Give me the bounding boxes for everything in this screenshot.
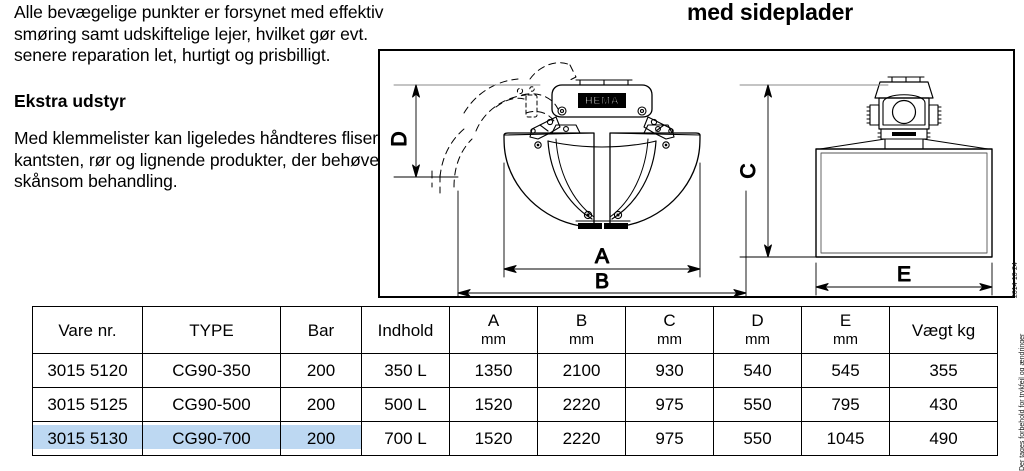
page-title: med sideplader: [687, 0, 853, 25]
column-header-label: C: [663, 311, 676, 330]
column-header-label: D: [751, 311, 764, 330]
column-header-a: A mm: [449, 306, 538, 354]
table-header-row: Vare nr. TYPE Bar Indhold A mm B mm C mm: [32, 306, 998, 354]
cell-a: 1520: [449, 421, 538, 456]
technical-drawing: HEMA: [387, 62, 993, 296]
column-header-unit: mm: [569, 331, 594, 348]
dimension-label-d: D: [388, 131, 411, 146]
cell-e: 1045: [801, 421, 890, 456]
cell-e: 795: [801, 387, 890, 422]
cell-bar: 200: [280, 421, 362, 456]
cell-a: 1350: [449, 353, 538, 388]
dimension-label-a: A: [595, 245, 609, 268]
cell-d: 550: [713, 421, 802, 456]
column-header-label: TYPE: [189, 320, 234, 340]
column-header-unit: mm: [481, 331, 506, 348]
cell-c: 975: [625, 421, 714, 456]
cell-indhold: 500 L: [361, 387, 450, 422]
cell-bar: 200: [280, 387, 362, 422]
cell-vaegt: 490: [889, 421, 998, 456]
column-header-label: B: [575, 311, 588, 330]
cell-b: 2220: [537, 421, 626, 456]
dimension-label-c: C: [737, 163, 760, 178]
column-header-bar: Bar: [280, 306, 362, 354]
extra-equipment-paragraph: Med klemmelister kan ligeledes håndteres…: [14, 128, 385, 191]
dimension-label-b: B: [595, 270, 609, 293]
cell-d: 550: [713, 387, 802, 422]
cell-c: 930: [625, 353, 714, 388]
cell-e: 545: [801, 353, 890, 388]
dimension-label-e: E: [897, 263, 911, 286]
column-header-unit: mm: [745, 331, 770, 348]
table-row[interactable]: 3015 5120 CG90-350 200 350 L 1350 2100 9…: [32, 353, 998, 388]
cell-indhold: 700 L: [361, 421, 450, 456]
column-header-vaegt: Vægt kg: [889, 306, 998, 354]
cell-bar: 200: [280, 353, 362, 388]
technical-drawing-frame: HEMA: [378, 49, 1015, 298]
cell-c: 975: [625, 387, 714, 422]
left-text-column: Alle bevægelige punkter er forsynet med …: [14, 2, 410, 193]
column-header-unit: mm: [657, 331, 682, 348]
column-header-label: E: [839, 311, 852, 330]
cell-vaegt: 355: [889, 353, 998, 388]
revision-date: 2014-10-24: [1012, 262, 1019, 298]
column-header-unit: mm: [833, 331, 858, 348]
cell-type: CG90-350: [142, 353, 281, 388]
cell-type: CG90-700: [142, 421, 281, 456]
cell-vare-nr: 3015 5125: [32, 387, 143, 422]
table-row-selected[interactable]: 3015 5130 CG90-700 200 700 L 1520 2220 9…: [32, 421, 998, 456]
cell-type: CG90-500: [142, 387, 281, 422]
column-header-indhold: Indhold: [361, 306, 450, 354]
cell-b: 2220: [537, 387, 626, 422]
disclaimer-note: Der tages forbehold for trykfejl og ændr…: [1019, 333, 1024, 471]
cell-vaegt: 430: [889, 387, 998, 422]
cell-a: 1520: [449, 387, 538, 422]
cell-vare-nr: 3015 5130: [32, 421, 143, 456]
column-header-vare-nr: Vare nr.: [32, 306, 143, 354]
column-header-label: Vægt kg: [911, 320, 976, 340]
specifications-table: Vare nr. TYPE Bar Indhold A mm B mm C mm: [32, 306, 998, 456]
cell-indhold: 350 L: [361, 353, 450, 388]
column-header-d: D mm: [713, 306, 802, 354]
intro-paragraph: Alle bevægelige punkter er forsynet med …: [14, 2, 384, 65]
column-header-c: C mm: [625, 306, 714, 354]
column-header-label: Indhold: [377, 320, 434, 340]
cell-b: 2100: [537, 353, 626, 388]
extra-equipment-heading: Ekstra udstyr: [14, 90, 126, 111]
table-row[interactable]: 3015 5125 CG90-500 200 500 L 1520 2220 9…: [32, 387, 998, 422]
hema-logo-text: HEMA: [585, 95, 619, 107]
cell-vare-nr: 3015 5120: [32, 353, 143, 388]
column-header-type: TYPE: [142, 306, 281, 354]
column-header-label: Vare nr.: [58, 320, 117, 340]
cell-d: 540: [713, 353, 802, 388]
column-header-label: Bar: [307, 320, 335, 340]
column-header-e: E mm: [801, 306, 890, 354]
column-header-label: A: [487, 311, 500, 330]
column-header-b: B mm: [537, 306, 626, 354]
